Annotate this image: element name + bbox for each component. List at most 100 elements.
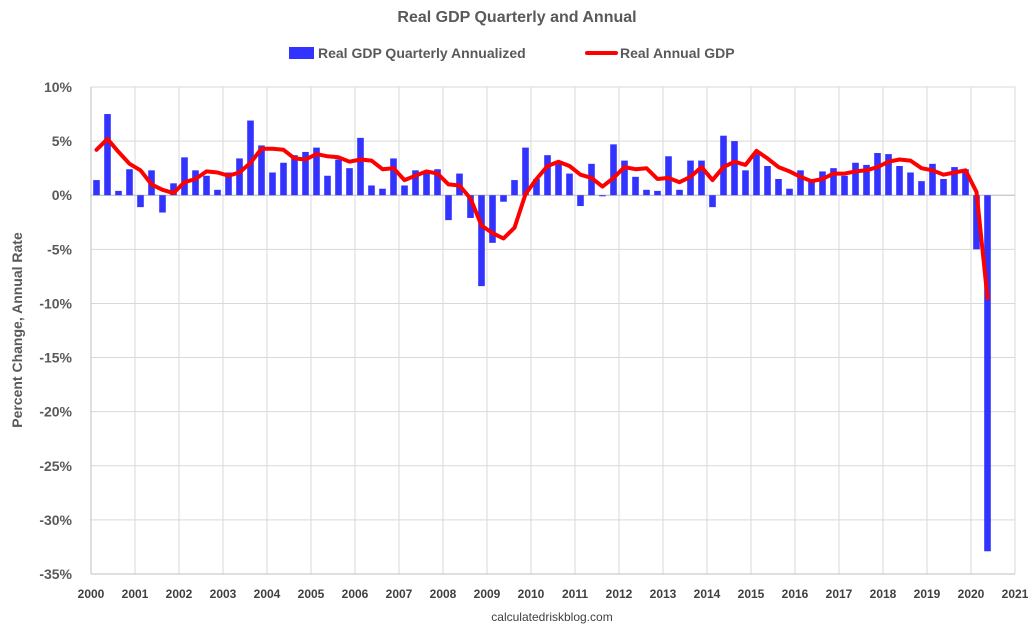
bar-2016Q3 (819, 171, 826, 196)
bar-2019Q1 (929, 163, 936, 196)
bar-2004Q1 (269, 172, 276, 196)
y-tick-label: 5% (52, 133, 73, 149)
bar-2003Q4 (258, 145, 265, 196)
bar-2016Q1 (797, 170, 804, 196)
bar-2009Q3 (511, 180, 518, 196)
bar-2020Q2 (984, 195, 991, 552)
x-tick-label: 2003 (210, 587, 237, 601)
chart-title: Real GDP Quarterly and Annual (397, 9, 636, 26)
bar-2005Q4 (346, 168, 353, 196)
x-tick-label: 2017 (826, 587, 853, 601)
bar-2017Q1 (841, 175, 848, 196)
y-tick-label: -30% (39, 512, 72, 528)
x-tick-label: 2011 (562, 587, 588, 601)
bar-2018Q2 (896, 166, 903, 196)
bar-2013Q2 (676, 189, 683, 196)
legend-line-label: Real Annual GDP (620, 45, 735, 61)
x-tick-label: 2009 (474, 587, 501, 601)
x-tick-label: 2013 (650, 587, 677, 601)
x-tick-label: 2004 (254, 587, 281, 601)
bar-2000Q2 (104, 114, 111, 196)
x-tick-label: 2010 (518, 587, 545, 601)
bar-2015Q4 (786, 188, 793, 196)
bar-2012Q4 (654, 190, 661, 196)
bar-2009Q4 (522, 147, 529, 196)
bar-2011Q3 (599, 195, 606, 197)
y-tick-label: 10% (44, 79, 73, 95)
bar-2004Q4 (302, 151, 309, 196)
bar-2012Q3 (643, 189, 650, 196)
bar-2000Q3 (115, 190, 122, 196)
annual-gdp-line (94, 136, 990, 300)
x-tick-label: 2018 (870, 587, 897, 601)
bar-2018Q4 (918, 181, 925, 196)
bar-2006Q4 (390, 158, 397, 196)
bar-2004Q2 (280, 162, 287, 196)
bar-2003Q1 (225, 172, 232, 196)
x-tick-label: 2021 (1002, 587, 1029, 601)
bar-2018Q1 (885, 154, 892, 196)
bar-2004Q3 (291, 155, 298, 196)
bar-2009Q1 (489, 195, 496, 243)
bar-2012Q1 (621, 160, 628, 196)
bar-2014Q1 (709, 195, 716, 208)
bar-2017Q4 (874, 153, 881, 196)
y-tick-label: -10% (39, 295, 72, 311)
bar-2007Q3 (423, 171, 430, 196)
x-tick-label: 2001 (122, 587, 149, 601)
bar-2010Q2 (544, 155, 551, 196)
bar-2014Q3 (731, 141, 738, 196)
bar-2006Q2 (368, 185, 375, 196)
bar-2011Q4 (610, 144, 617, 196)
bar-2008Q3 (467, 195, 474, 218)
bar-2012Q2 (632, 176, 639, 196)
x-tick-label: 2020 (958, 587, 985, 601)
legend-bar-label: Real GDP Quarterly Annualized (318, 45, 526, 61)
legend-bar-swatch (289, 47, 314, 59)
bar-2008Q1 (445, 195, 452, 221)
bar-2016Q2 (808, 181, 815, 196)
gridlines (90, 86, 1016, 575)
bar-2014Q4 (742, 170, 749, 196)
bar-2005Q2 (324, 175, 331, 196)
bar-2001Q3 (159, 195, 166, 213)
legend: Real GDP Quarterly Annualized Real Annua… (289, 45, 735, 61)
bar-2002Q1 (181, 157, 188, 196)
bar-series (93, 114, 991, 552)
bar-2013Q4 (698, 160, 705, 196)
y-tick-label: -35% (39, 566, 72, 582)
y-tick-label: -25% (39, 458, 72, 474)
bar-2001Q4 (170, 183, 177, 196)
bar-2011Q1 (577, 195, 584, 207)
x-tick-label: 2006 (342, 587, 369, 601)
bar-2019Q3 (951, 167, 958, 196)
x-tick-label: 2014 (694, 587, 721, 601)
bar-2015Q1 (753, 154, 760, 196)
source-label: calculatedriskblog.com (491, 610, 612, 624)
line-series (94, 136, 990, 300)
bar-2001Q1 (137, 195, 144, 208)
x-tick-label: 2015 (738, 587, 765, 601)
bar-2000Q4 (126, 169, 133, 196)
x-axis-ticks: 2000 2001 2002 2003 2004 2005 2006 2007 2008 2009… (78, 587, 1029, 601)
bar-2006Q1 (357, 137, 364, 196)
bar-2020Q1 (973, 195, 980, 250)
bar-2005Q3 (335, 159, 342, 196)
x-tick-label: 2016 (782, 587, 809, 601)
bar-2002Q4 (214, 189, 221, 196)
bar-2016Q4 (830, 168, 837, 196)
bar-2002Q2 (192, 170, 199, 196)
x-tick-label: 2008 (430, 587, 457, 601)
x-tick-label: 2002 (166, 587, 193, 601)
bar-2009Q2 (500, 195, 507, 202)
x-tick-label: 2005 (298, 587, 325, 601)
x-tick-label: 2000 (78, 587, 105, 601)
bar-2010Q3 (555, 162, 562, 196)
bar-2013Q1 (665, 156, 672, 196)
bar-2007Q1 (401, 185, 408, 196)
bar-2017Q3 (863, 164, 870, 196)
bar-2006Q3 (379, 188, 386, 196)
x-tick-label: 2019 (914, 587, 941, 601)
